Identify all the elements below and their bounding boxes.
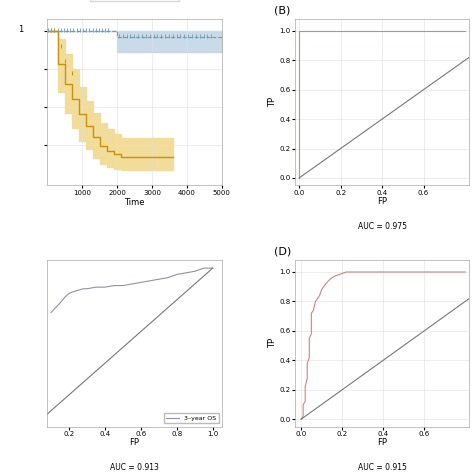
Text: (D): (D) [274,246,291,256]
X-axis label: Time: Time [124,198,145,207]
X-axis label: FP: FP [377,197,387,206]
Text: AUC = 0.915: AUC = 0.915 [358,463,407,472]
Y-axis label: TP: TP [268,338,277,348]
Text: AUC = 0.975: AUC = 0.975 [357,222,407,231]
Text: 1: 1 [18,25,23,34]
Legend: risk=high, risk=low: risk=high, risk=low [90,0,179,1]
Text: AUC = 0.913: AUC = 0.913 [110,463,159,472]
X-axis label: FP: FP [377,438,387,447]
Text: (B): (B) [274,5,291,15]
X-axis label: FP: FP [129,438,139,447]
Legend: 3–year OS: 3–year OS [164,413,219,423]
Y-axis label: TP: TP [268,97,277,107]
